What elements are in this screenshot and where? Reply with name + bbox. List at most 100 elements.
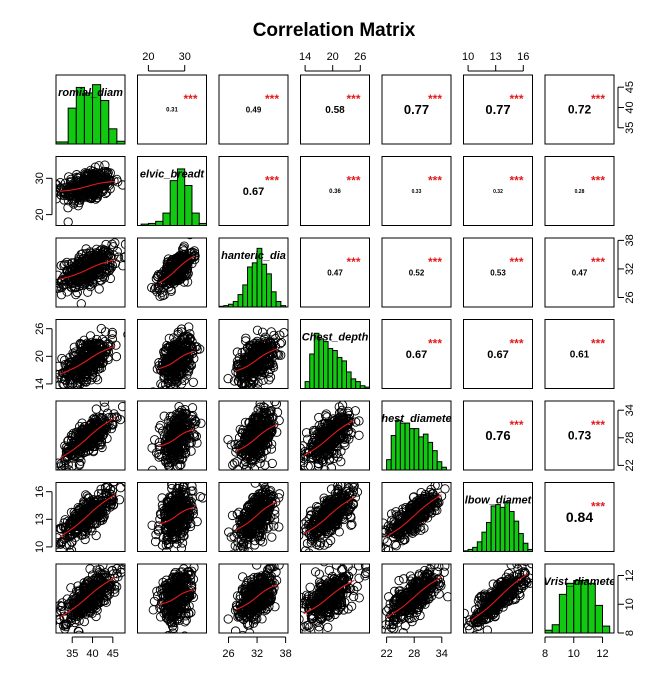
panel-3-4: 0.67*** xyxy=(381,319,452,389)
scatter-point xyxy=(163,377,173,387)
scatter-point xyxy=(331,417,342,427)
panel-frame xyxy=(544,237,615,308)
scatter-point xyxy=(129,382,137,390)
panel-1-4: 0.33*** xyxy=(381,156,452,226)
scatter-point xyxy=(109,176,119,186)
scatter-point xyxy=(162,535,173,545)
panel-2-3: 0.47*** xyxy=(300,237,370,308)
scatter-point xyxy=(95,359,105,369)
significance-stars: *** xyxy=(591,92,605,106)
histogram-bar xyxy=(395,419,401,470)
scatter-point xyxy=(172,417,182,427)
scatter-point xyxy=(99,401,109,407)
scatter-point xyxy=(86,252,96,263)
scatter-point xyxy=(241,464,251,470)
histogram-bar xyxy=(198,222,207,226)
scatter-point xyxy=(33,188,41,196)
scatter-point xyxy=(65,190,76,200)
scatter-point xyxy=(300,519,309,529)
scatter-point xyxy=(166,496,176,506)
scatter-point xyxy=(84,340,94,350)
scatter-point xyxy=(147,520,157,530)
scatter-point xyxy=(263,431,273,441)
scatter-point xyxy=(318,454,328,465)
scatter-point xyxy=(60,355,70,365)
scatter-point xyxy=(337,401,348,410)
scatter-point xyxy=(274,522,284,532)
correlation-value: 0.67 xyxy=(406,349,427,361)
histogram-bar xyxy=(251,262,258,307)
scatter-point xyxy=(252,325,263,335)
scatter-point xyxy=(75,359,85,370)
panel-frame xyxy=(463,237,533,308)
scatter-point xyxy=(96,275,106,285)
scatter-point xyxy=(229,531,239,542)
smoother-line xyxy=(235,500,278,531)
scatter-point xyxy=(187,403,198,413)
scatter-point xyxy=(300,443,305,453)
scatter-point xyxy=(161,535,171,546)
scatter-point xyxy=(169,423,180,433)
histogram-bar xyxy=(191,212,200,226)
histogram-bar xyxy=(418,436,424,470)
scatter-point xyxy=(65,352,75,363)
scatter-point xyxy=(262,514,272,524)
panel-1-6: 0.28*** xyxy=(544,156,615,226)
scatter-point xyxy=(147,465,158,470)
scatter-point xyxy=(80,534,90,545)
histogram-bar xyxy=(399,422,406,470)
scatter-point xyxy=(173,269,183,279)
histogram-bar xyxy=(390,435,397,470)
scatter-point xyxy=(56,540,61,550)
panel-3-6: 0.61*** xyxy=(544,319,615,389)
scatter-point xyxy=(326,502,337,512)
scatter-point xyxy=(286,470,294,478)
panel-1-1: elvic_breadt xyxy=(137,156,207,226)
scatter-point xyxy=(322,517,333,527)
panel-frame xyxy=(300,237,370,308)
panel-0-5: 0.77*** xyxy=(463,74,533,145)
scatter-point xyxy=(75,356,85,366)
scatter-point xyxy=(262,360,272,370)
scatter-point xyxy=(226,532,236,542)
scatter-point xyxy=(248,344,258,354)
scatter-point xyxy=(347,482,357,490)
scatter-point xyxy=(115,483,125,493)
scatter-point xyxy=(226,440,236,450)
scatter-point xyxy=(72,382,83,389)
scatter-point xyxy=(76,249,86,260)
scatter-point xyxy=(270,341,281,351)
correlation-value: 0.72 xyxy=(568,103,592,117)
panel-frame xyxy=(218,74,289,145)
histogram xyxy=(386,419,447,470)
scatter-point xyxy=(256,515,266,526)
correlation-value: 0.76 xyxy=(485,428,510,443)
histogram-bar xyxy=(427,441,434,470)
scatter-point xyxy=(159,385,169,389)
panel-frame xyxy=(544,156,615,226)
scatter-point xyxy=(243,388,247,389)
scatter-point xyxy=(248,376,259,386)
scatter-point xyxy=(248,372,258,382)
scatter-point xyxy=(69,199,79,209)
scatter-point xyxy=(102,418,113,429)
scatter-point xyxy=(153,283,164,293)
scatter-point xyxy=(307,453,317,463)
scatter-point xyxy=(149,284,160,294)
scatter-point xyxy=(177,357,187,367)
histogram-bar xyxy=(304,381,311,389)
scatter-point xyxy=(63,435,74,446)
scatter-point xyxy=(68,188,78,198)
smoother-line xyxy=(59,259,116,280)
scatter-point xyxy=(239,511,249,522)
histogram xyxy=(140,168,207,226)
scatter-point xyxy=(169,415,180,426)
scatter-point xyxy=(81,174,91,185)
scatter-point xyxy=(82,168,93,179)
scatter-point xyxy=(345,511,356,521)
scatter-point xyxy=(151,283,161,293)
scatter-point xyxy=(308,517,319,527)
scatter-point xyxy=(166,527,176,537)
scatter-point xyxy=(77,418,87,428)
scatter-point xyxy=(61,522,71,532)
